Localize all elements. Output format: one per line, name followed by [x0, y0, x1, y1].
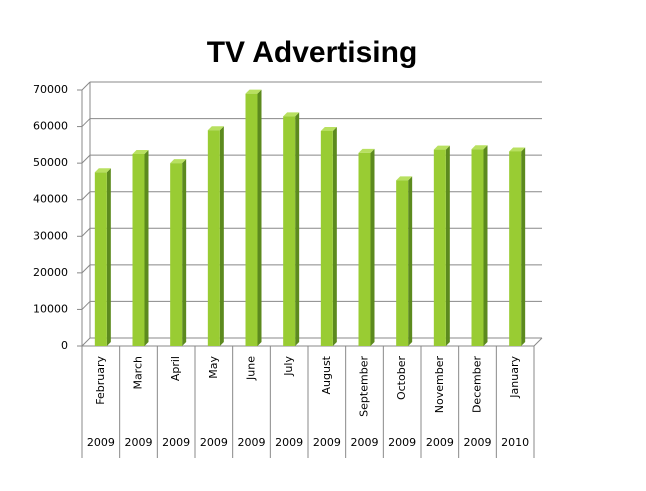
bar-side — [106, 168, 111, 346]
bar-side — [219, 126, 224, 346]
x-group-label: 2009 — [351, 436, 379, 449]
bar-top — [358, 148, 375, 153]
grid-line — [81, 301, 91, 310]
y-tick-label: 40000 — [33, 193, 68, 206]
bar-top — [433, 145, 450, 150]
bar-side — [257, 89, 262, 347]
bar-top — [509, 147, 526, 152]
x-tick-label: February — [94, 356, 107, 405]
y-tick-label: 30000 — [33, 229, 68, 242]
bar-side — [182, 159, 187, 346]
x-group-label: 2009 — [388, 436, 416, 449]
x-tick-label: May — [207, 356, 220, 379]
x-tick-label: November — [433, 356, 446, 414]
bar-side — [445, 145, 450, 346]
x-group-label: 2009 — [426, 436, 454, 449]
x-group-label: 2009 — [464, 436, 492, 449]
bar-side — [408, 176, 413, 346]
grid-line — [81, 227, 91, 237]
y-tick-label: 0 — [61, 339, 68, 352]
bar — [320, 130, 333, 346]
x-group-label: 2009 — [162, 436, 190, 449]
x-tick-label: October — [395, 356, 408, 400]
x-group-label: 2009 — [87, 436, 115, 449]
bar — [471, 149, 484, 346]
y-tick-label: 60000 — [33, 120, 68, 133]
bar-top — [94, 168, 111, 173]
bar-side — [332, 126, 337, 347]
bar — [94, 172, 107, 346]
bar-side — [483, 145, 488, 346]
bar-top — [471, 145, 488, 150]
bar-top — [132, 150, 149, 154]
y-tick-label: 50000 — [33, 156, 68, 169]
bar — [283, 116, 296, 347]
bar — [509, 151, 522, 346]
x-tick-label: August — [320, 355, 333, 394]
floor-edge — [533, 337, 543, 347]
x-tick-label: April — [169, 356, 182, 381]
x-group-label: 2009 — [313, 436, 341, 449]
x-group-label: 2009 — [125, 436, 153, 449]
bar-top — [396, 176, 413, 181]
grid-line — [81, 154, 91, 164]
bar-top — [283, 112, 300, 117]
x-tick-label: June — [245, 356, 258, 381]
x-group-label: 2010 — [501, 436, 529, 449]
x-tick-label: September — [358, 356, 371, 417]
bar — [396, 180, 409, 346]
x-tick-label: December — [471, 356, 484, 414]
x-group-label: 2009 — [275, 436, 303, 449]
bar-top — [170, 159, 187, 164]
bar-side — [295, 112, 300, 347]
x-group-label: 2009 — [238, 436, 266, 449]
bar-side — [144, 150, 149, 346]
grid-line — [81, 264, 91, 274]
grid-line — [81, 118, 91, 127]
bar — [433, 149, 446, 346]
bar — [245, 93, 258, 347]
x-group-label: 2009 — [200, 436, 228, 449]
bar-top — [245, 89, 262, 94]
x-tick-label: January — [508, 356, 521, 399]
chart-title: TV Advertising — [207, 36, 418, 69]
x-tick-label: July — [282, 356, 295, 377]
grid-line — [81, 81, 91, 91]
bar-top — [320, 126, 337, 131]
grid-line — [81, 337, 91, 347]
bar-side — [521, 147, 526, 346]
x-tick-label: March — [132, 356, 145, 390]
bar-top — [207, 126, 224, 131]
bar-side — [370, 148, 375, 346]
y-tick-label: 10000 — [33, 302, 68, 315]
bar — [207, 130, 220, 346]
bar — [170, 163, 183, 346]
y-tick-label: 20000 — [33, 266, 68, 279]
bar — [132, 154, 145, 346]
y-tick-label: 70000 — [33, 83, 68, 96]
bar — [358, 152, 371, 346]
grid-line — [81, 191, 91, 201]
